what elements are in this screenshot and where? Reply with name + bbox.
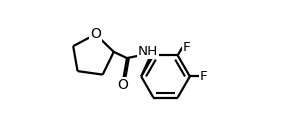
Text: O: O — [118, 78, 128, 92]
Text: O: O — [90, 27, 101, 41]
Text: NH: NH — [138, 45, 158, 58]
Text: F: F — [183, 41, 191, 54]
Text: F: F — [200, 70, 208, 83]
